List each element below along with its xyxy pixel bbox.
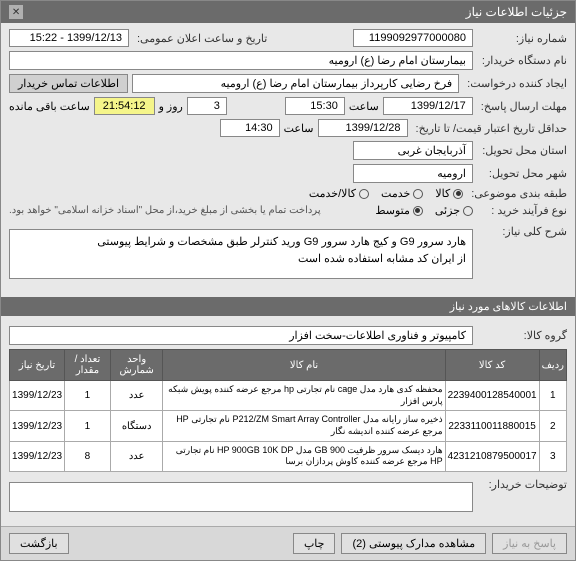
process-type-label: نوع فرآیند خرید : bbox=[477, 204, 567, 217]
table-cell: 1399/12/23 bbox=[10, 441, 65, 471]
reply-button[interactable]: پاسخ به نیاز bbox=[492, 533, 567, 554]
days-label: روز و bbox=[159, 100, 183, 113]
announce-value: 1399/12/13 - 15:22 bbox=[9, 29, 129, 47]
buyer-org-label: نام دستگاه خریدار: bbox=[477, 54, 567, 67]
desc-label: شرح کلی نیاز: bbox=[477, 225, 567, 238]
table-row: 12239400128540001محفظه کدی هارد مدل cage… bbox=[10, 381, 567, 411]
radio-goods[interactable]: کالا bbox=[435, 187, 463, 200]
radio-icon bbox=[453, 189, 463, 199]
title-bar: جزئیات اطلاعات نیاز ✕ bbox=[1, 1, 575, 23]
table-row: 34231210879500017هارد دیسک سرور ظرفیت GB… bbox=[10, 441, 567, 471]
table-cell: 8 bbox=[65, 441, 111, 471]
table-cell: 1399/12/23 bbox=[10, 411, 65, 441]
min-valid-time: 14:30 bbox=[220, 119, 280, 137]
table-row: 22233110011880015ذخیره ساز رایانه مدل P2… bbox=[10, 411, 567, 441]
close-icon[interactable]: ✕ bbox=[9, 5, 23, 19]
need-number-label: شماره نیاز: bbox=[477, 32, 567, 45]
process-radio-group: جزئی متوسط bbox=[375, 204, 473, 217]
radio-icon bbox=[413, 206, 423, 216]
radio-icon bbox=[413, 189, 423, 199]
table-cell: عدد bbox=[110, 441, 163, 471]
table-cell: هارد دیسک سرور ظرفیت GB 900 مدل HP 900GB… bbox=[163, 441, 445, 471]
table-cell: 3 bbox=[539, 441, 566, 471]
days-remaining: 3 bbox=[187, 97, 227, 115]
buyer-org-value: بیمارستان امام رضا (ع) ارومیه bbox=[9, 51, 473, 70]
table-cell: 1 bbox=[65, 381, 111, 411]
table-cell: دستگاه bbox=[110, 411, 163, 441]
table-cell: محفظه کدی هارد مدل cage نام تجارتی hp مر… bbox=[163, 381, 445, 411]
form-section: شماره نیاز: 1199092977000080 تاریخ و ساع… bbox=[1, 23, 575, 293]
print-button[interactable]: چاپ bbox=[293, 533, 336, 554]
radio-medium[interactable]: متوسط bbox=[375, 204, 423, 217]
items-table: ردیفکد کالانام کالاواحد شمارشتعداد / مقد… bbox=[9, 349, 567, 472]
table-header: واحد شمارش bbox=[110, 350, 163, 381]
radio-icon bbox=[463, 206, 473, 216]
table-header: کد کالا bbox=[445, 350, 539, 381]
city-value: ارومیه bbox=[353, 164, 473, 183]
table-cell: ذخیره ساز رایانه مدل P212/ZM Smart Array… bbox=[163, 411, 445, 441]
time-label-2: ساعت bbox=[284, 122, 314, 135]
goods-radio-group: کالا خدمت کالا/خدمت bbox=[309, 187, 463, 200]
announce-label: تاریخ و ساعت اعلان عمومی: bbox=[133, 32, 267, 45]
table-cell: 1 bbox=[539, 381, 566, 411]
remaining-label: ساعت باقی مانده bbox=[9, 100, 90, 113]
min-valid-date: 1399/12/28 bbox=[318, 119, 408, 137]
city-label: شهر محل تحویل: bbox=[477, 167, 567, 180]
table-cell: 1399/12/23 bbox=[10, 381, 65, 411]
desc-text: هارد سرور G9 و کیج هارد سرور G9 ورید کنت… bbox=[9, 229, 473, 279]
buyer-notes-box bbox=[9, 482, 473, 512]
group-value: کامپیوتر و فناوری اطلاعات-سخت افزار bbox=[9, 326, 473, 345]
window-title: جزئیات اطلاعات نیاز bbox=[466, 5, 567, 19]
province-value: آذربایجان غربی bbox=[353, 141, 473, 160]
min-valid-label: حداقل تاریخ اعتبار قیمت/ تا تاریخ: bbox=[412, 122, 567, 135]
table-header: نام کالا bbox=[163, 350, 445, 381]
footer: پاسخ به نیاز مشاهده مدارک پیوستی (2) چاپ… bbox=[1, 526, 575, 560]
table-cell: 2233110011880015 bbox=[445, 411, 539, 441]
budget-class-label: طبقه بندی موضوعی: bbox=[467, 187, 567, 200]
deadline-time: 15:30 bbox=[285, 97, 345, 115]
table-cell: 4231210879500017 bbox=[445, 441, 539, 471]
creator-value: فرخ رضایی کارپرداز بیمارستان امام رضا (ع… bbox=[132, 74, 459, 93]
table-header: تعداد / مقدار bbox=[65, 350, 111, 381]
radio-service[interactable]: خدمت bbox=[381, 187, 423, 200]
deadline-label: مهلت ارسال پاسخ: bbox=[477, 100, 567, 113]
radio-icon bbox=[359, 189, 369, 199]
deadline-date: 1399/12/17 bbox=[383, 97, 473, 115]
table-cell: 1 bbox=[65, 411, 111, 441]
table-header: تاریخ نیاز bbox=[10, 350, 65, 381]
table-cell: 2239400128540001 bbox=[445, 381, 539, 411]
contact-tab-button[interactable]: اطلاعات تماس خریدار bbox=[9, 74, 128, 93]
countdown-timer: 21:54:12 bbox=[94, 97, 155, 115]
payment-note: پرداخت تمام یا بخشی از مبلغ خرید،از محل … bbox=[9, 205, 321, 216]
time-label-1: ساعت bbox=[349, 100, 379, 113]
creator-label: ایجاد کننده درخواست: bbox=[463, 77, 567, 90]
province-label: استان محل تحویل: bbox=[477, 144, 567, 157]
table-cell: 2 bbox=[539, 411, 566, 441]
table-header: ردیف bbox=[539, 350, 566, 381]
radio-small[interactable]: جزئی bbox=[435, 204, 473, 217]
attachments-button[interactable]: مشاهده مدارک پیوستی (2) bbox=[341, 533, 486, 554]
table-cell: عدد bbox=[110, 381, 163, 411]
need-number-value: 1199092977000080 bbox=[353, 29, 473, 47]
back-button[interactable]: بازگشت bbox=[9, 533, 69, 554]
window: جزئیات اطلاعات نیاز ✕ شماره نیاز: 119909… bbox=[0, 0, 576, 561]
radio-goods-service[interactable]: کالا/خدمت bbox=[309, 187, 369, 200]
buyer-notes-label: توضیحات خریدار: bbox=[477, 478, 567, 491]
group-label: گروه کالا: bbox=[477, 329, 567, 342]
items-header: اطلاعات کالاهای مورد نیاز bbox=[1, 297, 575, 316]
